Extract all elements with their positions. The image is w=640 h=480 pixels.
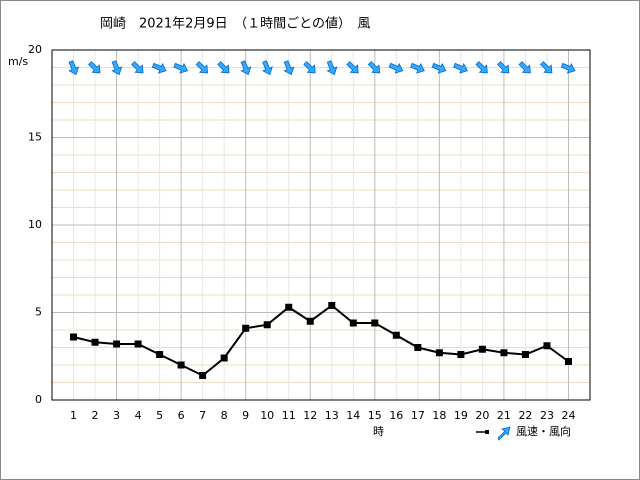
x-tick-label: 13 xyxy=(325,409,339,422)
speed-marker xyxy=(70,333,78,341)
speed-marker xyxy=(306,317,314,325)
speed-marker xyxy=(414,344,422,351)
x-tick-label: 11 xyxy=(282,409,296,422)
direction-arrow xyxy=(261,60,273,76)
y-tick-label: 5 xyxy=(35,306,42,319)
legend-arrow xyxy=(497,426,511,441)
speed-marker xyxy=(521,351,529,358)
speed-marker xyxy=(328,302,336,309)
direction-arrow xyxy=(131,61,144,74)
speed-marker xyxy=(349,319,357,327)
x-tick-label: 6 xyxy=(178,409,185,422)
x-tick-label: 19 xyxy=(454,409,468,422)
x-tick-label: 22 xyxy=(518,409,532,422)
x-tick-label: 2 xyxy=(92,409,99,422)
x-tick-label: 24 xyxy=(561,409,575,422)
x-tick-label: 7 xyxy=(199,409,206,422)
x-tick-label: 4 xyxy=(135,409,142,422)
direction-arrow xyxy=(68,60,80,76)
direction-arrow xyxy=(217,61,230,74)
speed-marker xyxy=(156,351,164,358)
x-tick-label: 15 xyxy=(368,409,382,422)
direction-arrow xyxy=(173,62,189,74)
direction-arrow xyxy=(346,61,359,74)
speed-marker xyxy=(392,331,400,339)
x-tick-label: 21 xyxy=(497,409,511,422)
x-tick-label: 9 xyxy=(242,409,249,422)
y-tick-label: 10 xyxy=(28,218,42,231)
direction-arrow xyxy=(453,62,468,74)
speed-marker xyxy=(285,303,293,311)
direction-arrow xyxy=(303,61,316,74)
plot-border xyxy=(51,49,591,401)
y-tick-label: 15 xyxy=(28,131,42,144)
direction-arrow xyxy=(195,61,209,74)
speed-marker xyxy=(220,354,228,362)
speed-marker xyxy=(564,358,572,365)
direction-arrow xyxy=(431,62,447,74)
direction-arrow xyxy=(367,61,381,74)
direction-arrow xyxy=(111,60,123,76)
speed-marker xyxy=(134,340,142,348)
direction-arrow xyxy=(410,62,425,74)
x-tick-label: 3 xyxy=(113,409,120,422)
x-tick-label: 20 xyxy=(475,409,489,422)
x-tick-label: 8 xyxy=(221,409,228,422)
speed-marker xyxy=(91,338,99,346)
speed-marker xyxy=(543,342,551,350)
direction-arrow xyxy=(151,62,167,74)
speed-line xyxy=(73,304,570,377)
y-tick-label: 20 xyxy=(28,43,42,56)
direction-arrow xyxy=(326,60,338,76)
x-tick-label: 16 xyxy=(389,409,403,422)
x-tick-label: 12 xyxy=(303,409,317,422)
speed-marker xyxy=(500,349,508,357)
direction-arrow xyxy=(560,62,576,74)
speed-marker xyxy=(371,319,379,327)
y-unit: m/s xyxy=(8,55,28,68)
x-tick-label: 18 xyxy=(432,409,446,422)
speed-marker xyxy=(435,349,443,357)
direction-arrow xyxy=(518,61,531,74)
x-tick-label: 23 xyxy=(540,409,554,422)
direction-arrow xyxy=(388,62,404,74)
speed-marker xyxy=(242,324,250,332)
x-tick-label: 14 xyxy=(346,409,360,422)
chart-title: 岡崎 2021年2月9日 （１時間ごとの値） 風 xyxy=(100,16,371,32)
legend-label: 風速・風向 xyxy=(516,424,571,438)
direction-arrow xyxy=(283,60,295,76)
x-tick-label: 1 xyxy=(70,409,77,422)
x-tick-label: 10 xyxy=(260,409,274,422)
direction-arrow xyxy=(475,61,488,74)
legend-marker xyxy=(485,430,489,434)
direction-arrow xyxy=(540,61,553,74)
x-tick-label: 5 xyxy=(156,409,163,422)
speed-marker xyxy=(199,372,207,379)
direction-arrow xyxy=(240,60,252,76)
x-label: 時 xyxy=(373,425,384,438)
speed-marker xyxy=(177,361,185,369)
y-tick-label: 0 xyxy=(35,393,42,406)
direction-arrow xyxy=(496,61,510,74)
speed-marker xyxy=(478,345,486,353)
legend: 風速・風向 xyxy=(476,424,571,441)
direction-arrow xyxy=(88,61,101,74)
speed-marker xyxy=(263,321,271,329)
speed-marker xyxy=(457,351,465,358)
x-tick-label: 17 xyxy=(411,409,425,422)
speed-marker xyxy=(113,340,121,348)
